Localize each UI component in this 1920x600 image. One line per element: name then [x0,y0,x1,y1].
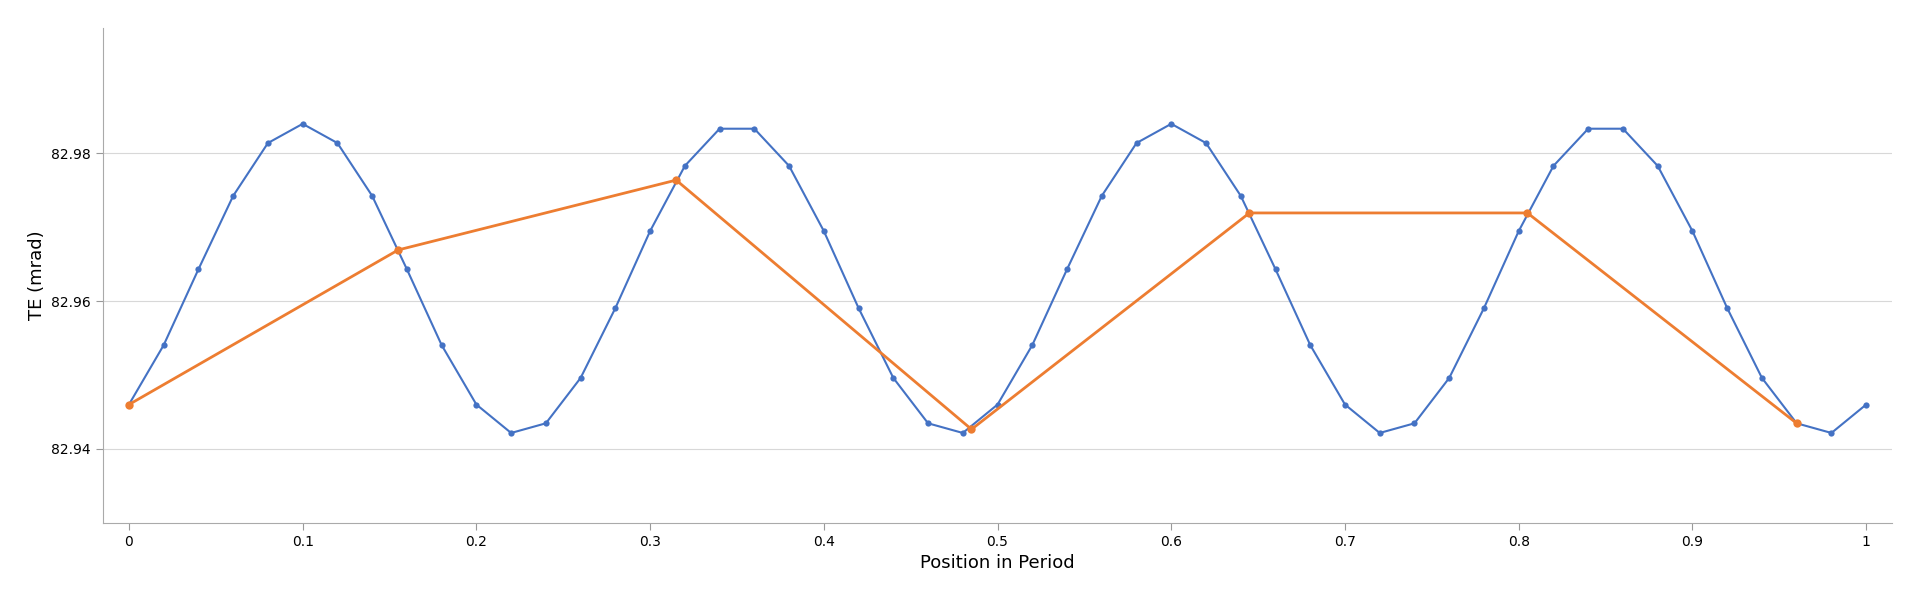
Y-axis label: TE (mrad): TE (mrad) [27,230,46,320]
X-axis label: Position in Period: Position in Period [920,554,1075,572]
